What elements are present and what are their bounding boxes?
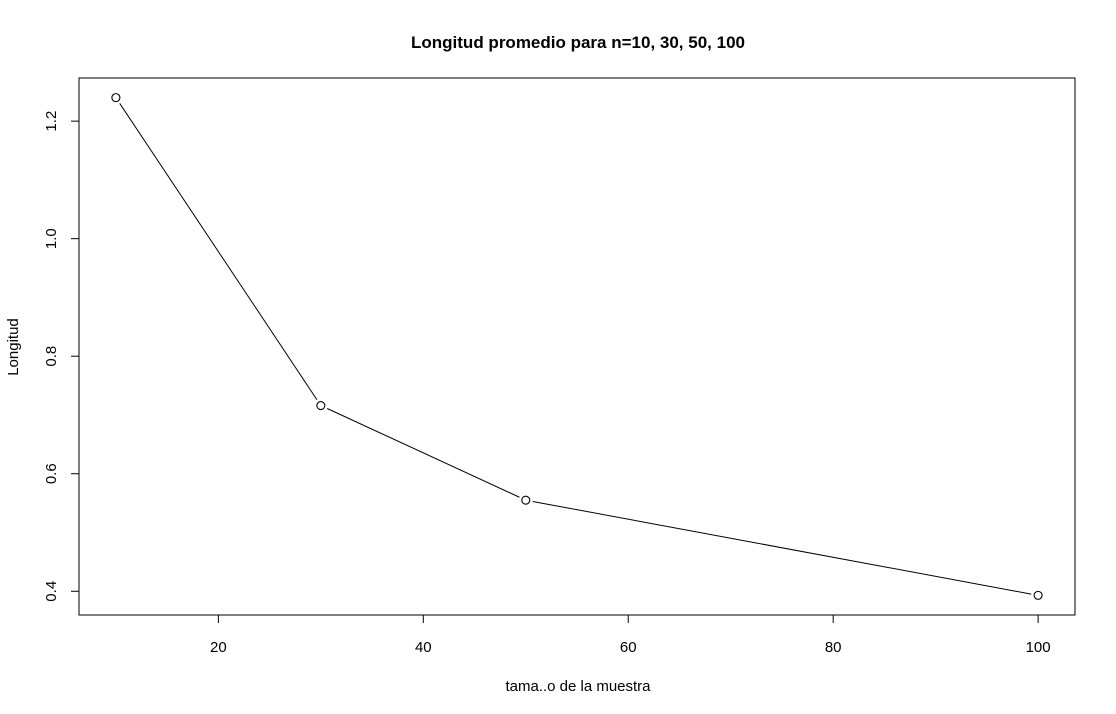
series-line-segment <box>326 408 520 498</box>
plot-frame <box>78 77 1076 616</box>
chart-title: Longitud promedio para n=10, 30, 50, 100 <box>411 33 745 52</box>
x-axis-label: tama..o de la muestra <box>505 678 651 695</box>
y-axis-label: Longitud <box>5 318 22 376</box>
x-tick-label: 40 <box>415 639 432 656</box>
y-tick-label: 1.2 <box>43 111 60 132</box>
data-series <box>111 93 1043 600</box>
data-point <box>316 401 326 411</box>
y-tick-label: 0.8 <box>43 346 60 367</box>
y-tick-label: 0.4 <box>43 581 60 602</box>
x-tick-label: 60 <box>620 639 637 656</box>
data-point <box>521 495 531 505</box>
x-tick-label: 20 <box>210 639 227 656</box>
x-tick-label: 80 <box>825 639 842 656</box>
series-line-segment <box>119 103 318 401</box>
x-axis: 20 40 60 80 100 <box>210 614 1051 656</box>
y-tick-label: 1.0 <box>43 228 60 249</box>
y-tick-label: 0.6 <box>43 463 60 484</box>
y-axis: 0.4 0.6 0.8 1.0 1.2 <box>43 111 80 602</box>
data-point <box>111 93 121 103</box>
data-point <box>1033 590 1043 600</box>
x-tick-label: 100 <box>1026 639 1051 656</box>
series-line-segment <box>532 500 1032 595</box>
